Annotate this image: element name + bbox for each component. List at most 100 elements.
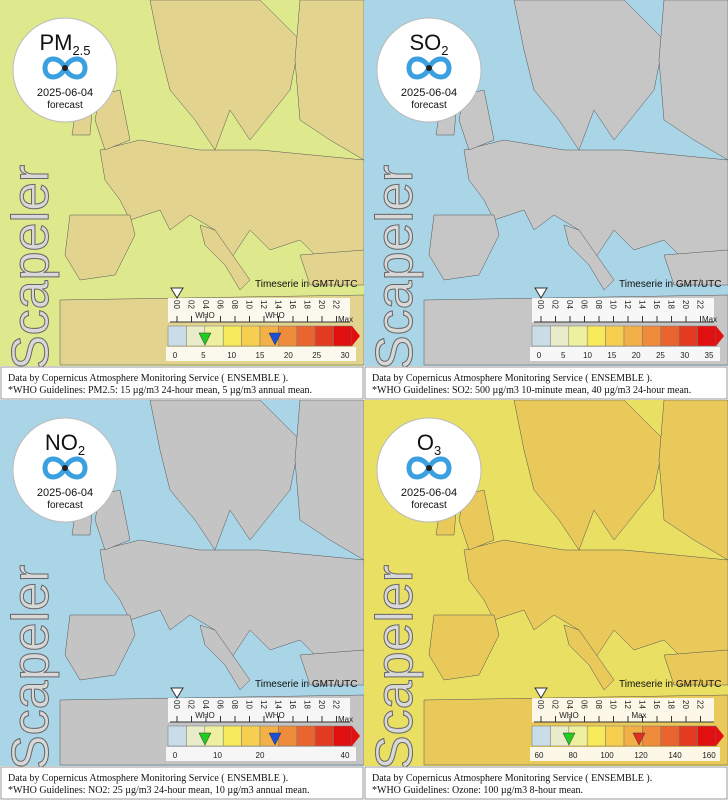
hour-label: 10 bbox=[609, 300, 618, 309]
brand: Scapeler bbox=[366, 165, 424, 370]
scale-cell bbox=[605, 725, 625, 747]
hour-label: 22 bbox=[696, 700, 705, 709]
scale-tick-label: 20 bbox=[632, 351, 641, 360]
land bbox=[64, 214, 136, 281]
land bbox=[199, 224, 251, 291]
timeline-bg bbox=[168, 698, 350, 722]
land bbox=[149, 400, 301, 551]
hour-label: 08 bbox=[594, 700, 603, 709]
tick-bg bbox=[530, 347, 720, 361]
marker-label: WHO bbox=[265, 711, 285, 720]
footer-box bbox=[364, 766, 728, 800]
now-marker bbox=[534, 687, 548, 699]
marker-label: Max bbox=[631, 711, 646, 720]
footer-text: *WHO Guidelines: Ozone: 100 µg/m3 8-hour… bbox=[372, 785, 583, 796]
logo-dot bbox=[426, 65, 432, 71]
scale-arrow bbox=[716, 726, 724, 746]
footer-text: Data by Copernicus Atmosphere Monitoring… bbox=[8, 373, 288, 384]
footer-text: Data by Copernicus Atmosphere Monitoring… bbox=[372, 773, 652, 784]
scale-cell bbox=[314, 725, 334, 747]
scale-cell bbox=[167, 725, 187, 747]
hour-label: 18 bbox=[303, 300, 312, 309]
hour-label: 08 bbox=[594, 300, 603, 309]
scale-tick-label: 25 bbox=[656, 351, 665, 360]
scale-tick-label: 5 bbox=[201, 351, 206, 360]
hour-label: 16 bbox=[288, 700, 297, 709]
scale-cell bbox=[550, 325, 570, 347]
hour-label: 18 bbox=[667, 300, 676, 309]
scale-tick-label: 20 bbox=[256, 751, 265, 760]
land bbox=[663, 249, 728, 286]
hour-label: 10 bbox=[609, 700, 618, 709]
scale-cell bbox=[586, 725, 606, 747]
forecast: forecast bbox=[411, 500, 447, 511]
hour-label: 00 bbox=[172, 300, 181, 309]
scale-arrow bbox=[352, 326, 360, 346]
marker-arrow bbox=[268, 332, 282, 346]
land bbox=[658, 400, 728, 561]
scale-tick-label: 60 bbox=[535, 751, 544, 760]
scale-tick-label: 140 bbox=[668, 751, 682, 760]
footer-box bbox=[0, 766, 364, 800]
land bbox=[294, 0, 364, 161]
hour-label: 02 bbox=[551, 700, 560, 709]
footer-text: *WHO Guidelines: NO2: 25 µg/m3 24-hour m… bbox=[8, 785, 309, 796]
scale-cell bbox=[222, 325, 242, 347]
scale-cell bbox=[241, 325, 261, 347]
scale-tick-label: 10 bbox=[213, 751, 222, 760]
pollutant-sub: 2.5 bbox=[72, 43, 90, 58]
scale-tick-label: 35 bbox=[705, 351, 714, 360]
footer-box bbox=[0, 366, 364, 400]
hour-label: 16 bbox=[652, 300, 661, 309]
land bbox=[513, 0, 665, 151]
hour-label: 20 bbox=[681, 300, 690, 309]
hour-label: 04 bbox=[201, 300, 210, 309]
hour-label: 22 bbox=[696, 300, 705, 309]
date: 2025-06-04 bbox=[401, 87, 457, 99]
scale-tick-label: 20 bbox=[284, 351, 293, 360]
land bbox=[64, 614, 136, 681]
hour-label: 02 bbox=[551, 300, 560, 309]
scale-tick-label: 0 bbox=[173, 751, 178, 760]
land bbox=[658, 0, 728, 161]
pollutant: O3 bbox=[417, 430, 441, 458]
pollutant-main: PM bbox=[39, 30, 72, 55]
now-marker bbox=[170, 687, 184, 699]
hour-label: 02 bbox=[187, 300, 196, 309]
timeline-bg bbox=[532, 298, 714, 322]
footer-text: Data by Copernicus Atmosphere Monitoring… bbox=[8, 773, 288, 784]
brand: Scapeler bbox=[2, 165, 60, 370]
brand: Scapeler bbox=[2, 565, 60, 770]
scale-cell bbox=[660, 325, 680, 347]
hour-label: 14 bbox=[638, 300, 647, 309]
hour-label: 16 bbox=[652, 700, 661, 709]
pollutant: PM2.5 bbox=[39, 30, 90, 58]
timeserie-label: Timeserie in GMT/UTC bbox=[255, 279, 357, 290]
hour-label: 00 bbox=[172, 700, 181, 709]
scale-tick-label: 30 bbox=[341, 351, 350, 360]
hour-label: 06 bbox=[216, 300, 225, 309]
marker-label: WHO bbox=[265, 311, 285, 320]
logo-dot bbox=[426, 465, 432, 471]
hour-label: 08 bbox=[230, 300, 239, 309]
max-label: Max bbox=[338, 715, 353, 724]
hour-label: 20 bbox=[317, 700, 326, 709]
tick-bg bbox=[166, 347, 356, 361]
date: 2025-06-04 bbox=[37, 87, 93, 99]
timeserie-label: Timeserie in GMT/UTC bbox=[619, 679, 721, 690]
hour-label: 18 bbox=[303, 700, 312, 709]
logo-dot bbox=[62, 65, 68, 71]
forecast: forecast bbox=[411, 100, 447, 111]
marker-label: WHO bbox=[559, 711, 579, 720]
scale-cell bbox=[642, 325, 662, 347]
hour-label: 08 bbox=[230, 700, 239, 709]
scale-cell bbox=[296, 725, 316, 747]
scale-cell bbox=[296, 325, 316, 347]
hour-label: 22 bbox=[332, 700, 341, 709]
scale-cell bbox=[278, 725, 298, 747]
footer-text: *WHO Guidelines: SO2: 500 µg/m3 10-minut… bbox=[372, 385, 691, 396]
hour-label: 12 bbox=[623, 700, 632, 709]
scale-tick-label: 10 bbox=[227, 351, 236, 360]
